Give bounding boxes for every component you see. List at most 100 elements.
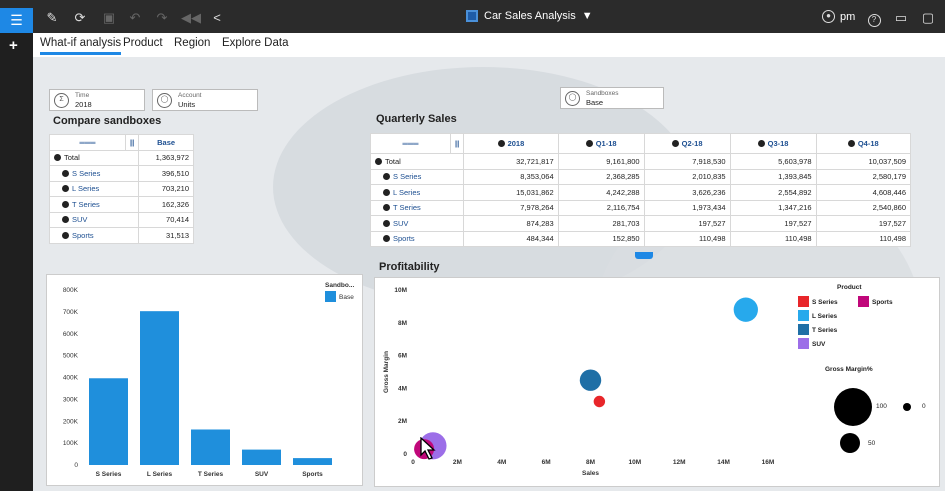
cell-value[interactable]: 2,368,285 xyxy=(557,168,645,185)
help-icon[interactable]: ? xyxy=(866,11,882,27)
monitor-icon[interactable]: ▭ xyxy=(894,10,908,25)
cell-value[interactable]: 110,498 xyxy=(643,230,731,247)
cell-value[interactable]: 162,326 xyxy=(138,196,194,213)
cell-value[interactable]: 1,347,216 xyxy=(729,199,817,216)
sandboxes-filter[interactable]: ◯ Sandboxes Base xyxy=(560,87,664,109)
expand-icon[interactable] xyxy=(62,216,69,224)
cell-value[interactable]: 7,918,530 xyxy=(643,153,731,170)
row-label[interactable]: T Series xyxy=(48,196,140,213)
expand-icon[interactable] xyxy=(585,140,593,147)
expand-icon[interactable] xyxy=(62,169,69,177)
column-header[interactable]: 2018 xyxy=(463,133,559,154)
cell-value[interactable]: 874,283 xyxy=(463,215,559,232)
cell-value[interactable]: 32,721,817 xyxy=(463,153,559,170)
menu-icon[interactable]: ☰ xyxy=(0,8,33,33)
expand-icon[interactable] xyxy=(671,140,679,147)
expand-icon[interactable] xyxy=(383,188,390,196)
cell-value[interactable]: 1,973,434 xyxy=(643,199,731,216)
expand-icon[interactable] xyxy=(62,185,69,193)
cell-value[interactable]: 197,527 xyxy=(729,215,817,232)
y-tick-label: 8M xyxy=(398,320,407,327)
undo-icon[interactable]: ↶ xyxy=(129,10,141,25)
row-label[interactable]: Sports xyxy=(48,227,140,244)
cell-value[interactable]: 2,010,835 xyxy=(643,168,731,185)
cell-value[interactable]: 2,540,860 xyxy=(815,199,912,216)
cell-value[interactable]: 1,363,972 xyxy=(138,149,194,166)
row-label[interactable]: SUV xyxy=(369,215,465,232)
tab-what-if-analysis[interactable]: What-if analysis xyxy=(40,37,122,55)
tab-product[interactable]: Product xyxy=(123,37,163,49)
row-label[interactable]: L Series xyxy=(369,184,465,201)
row-label[interactable]: T Series xyxy=(369,199,465,216)
cell-value[interactable]: 281,703 xyxy=(557,215,645,232)
cell-value[interactable]: 8,353,064 xyxy=(463,168,559,185)
comment-icon[interactable]: ▢ xyxy=(921,10,935,25)
user-menu[interactable]: ● pm xyxy=(822,10,855,23)
share-icon[interactable]: < xyxy=(213,10,221,25)
row-label[interactable]: Total xyxy=(48,149,140,166)
expand-icon[interactable] xyxy=(383,204,390,212)
cell-value[interactable]: 2,116,754 xyxy=(557,199,645,216)
column-handle-icon[interactable]: || xyxy=(449,133,465,154)
cell-value[interactable]: 110,498 xyxy=(729,230,817,247)
row-label[interactable]: SUV xyxy=(48,211,140,228)
grid-corner[interactable]: ═══ xyxy=(49,134,126,151)
column-handle-icon[interactable]: || xyxy=(124,134,140,151)
cell-value[interactable]: 15,031,862 xyxy=(463,184,559,201)
expand-icon[interactable] xyxy=(383,235,390,243)
tab-explore-data[interactable]: Explore Data xyxy=(222,37,289,49)
expand-icon[interactable] xyxy=(62,200,69,208)
cell-value[interactable]: 5,603,978 xyxy=(729,153,817,170)
tab-region[interactable]: Region xyxy=(174,37,211,49)
cell-value[interactable]: 31,513 xyxy=(138,227,194,244)
cell-value[interactable]: 2,580,179 xyxy=(815,168,912,185)
cell-value[interactable]: 4,608,446 xyxy=(815,184,912,201)
row-label[interactable]: L Series xyxy=(48,180,140,197)
cell-value[interactable]: 70,414 xyxy=(138,211,194,228)
collapse-icon[interactable] xyxy=(54,154,61,162)
collapse-icon[interactable] xyxy=(497,140,505,147)
row-label[interactable]: Sports xyxy=(369,230,465,247)
save-icon[interactable]: ▣ xyxy=(102,10,116,25)
cell-value[interactable]: 703,210 xyxy=(138,180,194,197)
table-row: T Series 162,326 xyxy=(48,196,194,213)
cell-value[interactable]: 1,393,845 xyxy=(729,168,817,185)
row-label[interactable]: S Series xyxy=(369,168,465,185)
column-header[interactable]: Q2-18 xyxy=(643,133,731,154)
column-header[interactable]: Q3-18 xyxy=(729,133,817,154)
expand-icon[interactable] xyxy=(383,219,390,227)
collapse-icon[interactable] xyxy=(375,157,382,165)
expand-icon[interactable] xyxy=(383,173,390,181)
cell-value[interactable]: 396,510 xyxy=(138,165,194,182)
cell-value[interactable]: 9,161,800 xyxy=(557,153,645,170)
column-header[interactable]: Q1-18 xyxy=(557,133,645,154)
cell-value[interactable]: 484,344 xyxy=(463,230,559,247)
expand-icon[interactable] xyxy=(757,140,765,147)
refresh-icon[interactable]: ⟳ xyxy=(74,10,86,25)
cell-value[interactable]: 4,242,288 xyxy=(557,184,645,201)
expand-icon[interactable] xyxy=(847,140,855,147)
rewind-icon[interactable]: ◀◀ xyxy=(181,10,201,25)
column-header[interactable]: Q4-18 xyxy=(815,133,912,154)
scroll-handle[interactable] xyxy=(635,252,653,259)
cell-value[interactable]: 3,626,236 xyxy=(643,184,731,201)
cell-value[interactable]: 2,554,892 xyxy=(729,184,817,201)
column-header[interactable]: Base xyxy=(138,134,194,151)
row-label[interactable]: Total xyxy=(369,153,465,170)
account-filter[interactable]: ◯ Account Units xyxy=(152,89,258,111)
cell-value[interactable]: 110,498 xyxy=(815,230,912,247)
bar-chart-panel: 0 100K 200K 300K 400K 500K 600K 700K 800K S Serie… xyxy=(46,274,363,486)
time-filter[interactable]: Σ Time 2018 xyxy=(49,89,145,111)
app-title-menu[interactable]: Car Sales Analysis ▼ xyxy=(466,10,593,22)
row-label[interactable]: S Series xyxy=(48,165,140,182)
cell-value[interactable]: 10,037,509 xyxy=(815,153,912,170)
edit-icon[interactable]: ✎ xyxy=(46,10,58,25)
cell-value[interactable]: 197,527 xyxy=(643,215,731,232)
expand-icon[interactable] xyxy=(62,231,69,239)
cell-value[interactable]: 152,850 xyxy=(557,230,645,247)
cell-value[interactable]: 7,978,264 xyxy=(463,199,559,216)
grid-corner[interactable]: ═══ xyxy=(370,133,451,154)
redo-icon[interactable]: ↷ xyxy=(156,10,168,25)
cell-value[interactable]: 197,527 xyxy=(815,215,912,232)
add-icon[interactable]: + xyxy=(9,37,18,54)
